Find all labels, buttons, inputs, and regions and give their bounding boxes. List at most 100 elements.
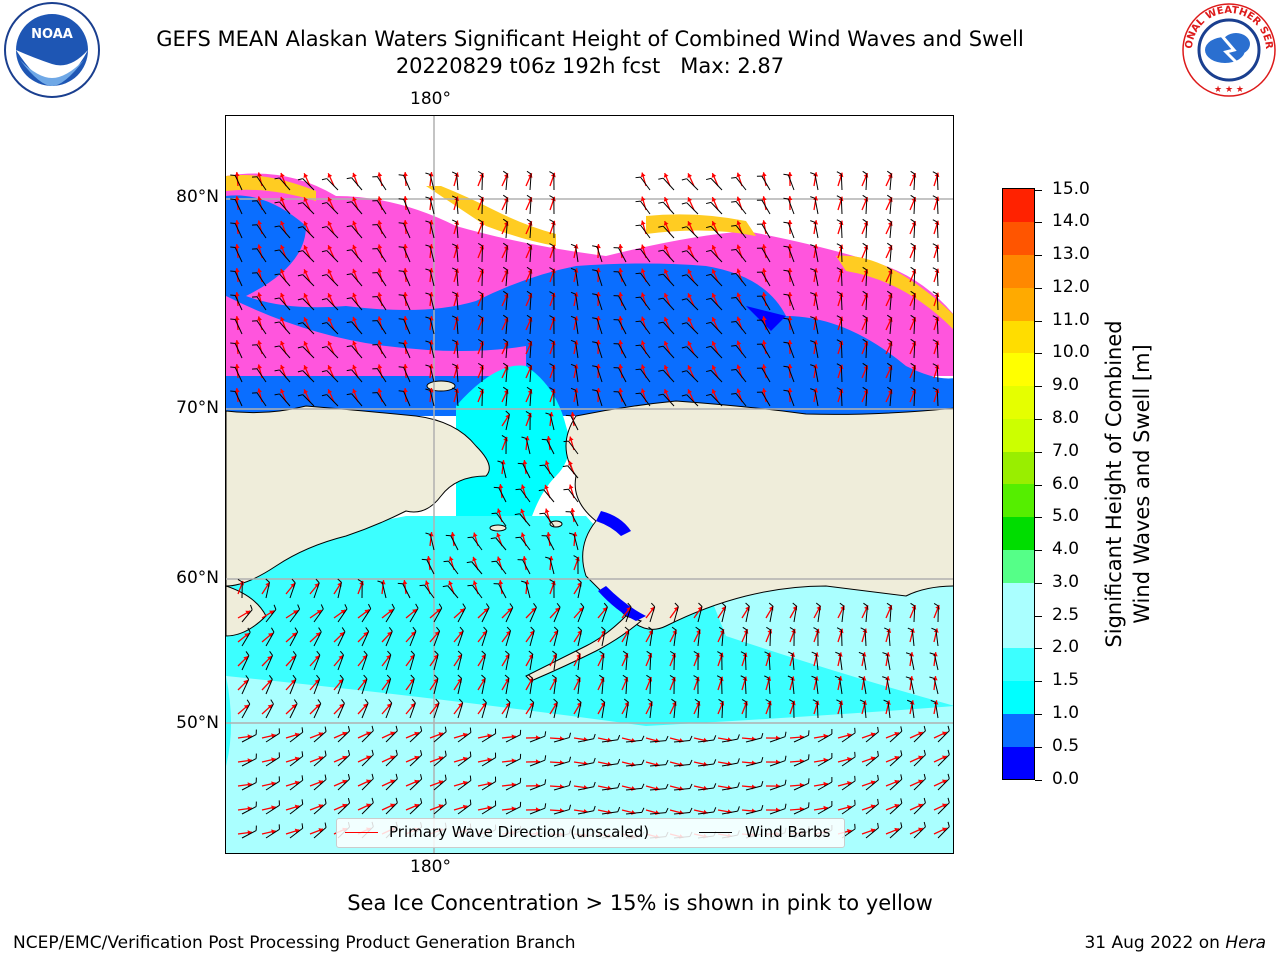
wind-barb	[913, 749, 926, 767]
wind-barb	[501, 435, 507, 455]
wind-barb	[252, 392, 267, 407]
wind-barb	[265, 800, 280, 815]
wind-barb	[836, 219, 843, 239]
wind-barb	[451, 243, 459, 263]
colorbar-segment	[1003, 287, 1034, 321]
wind-barb	[274, 249, 291, 263]
wind-barb	[910, 314, 916, 335]
wind-barb	[887, 290, 892, 311]
wind-barb	[241, 627, 251, 647]
wind-barb	[907, 627, 915, 647]
wind-barb	[481, 674, 486, 695]
colorbar-label-line1: Significant Height of Combined	[1102, 320, 1126, 648]
wind-barb	[793, 754, 810, 767]
wind-barb	[517, 559, 531, 575]
wind-barb	[505, 729, 522, 743]
wind-barb	[337, 604, 348, 623]
wind-barb	[887, 170, 892, 191]
wind-barb	[793, 778, 810, 791]
wind-barb	[592, 293, 603, 311]
wave-arrow	[813, 244, 819, 259]
wind-barb	[457, 674, 463, 695]
wind-barb	[321, 274, 339, 287]
colorbar-segment	[1003, 385, 1034, 419]
wind-barb	[635, 200, 651, 215]
wind-barb	[526, 266, 532, 287]
wind-barb	[265, 699, 274, 719]
wave-arrow	[477, 757, 492, 763]
wave-arrow	[837, 805, 852, 811]
wind-barb	[372, 320, 387, 335]
wind-barb	[551, 674, 557, 695]
colorbar-segment	[1003, 680, 1034, 714]
wave-arrow	[909, 731, 924, 739]
wind-barb	[613, 391, 627, 407]
wind-barb	[230, 246, 243, 263]
wind-barb	[745, 781, 764, 791]
wind-barb	[289, 727, 304, 743]
wind-barb	[433, 626, 441, 647]
colorbar-tick-label: 14.0	[1052, 211, 1090, 232]
wave-arrow	[450, 532, 456, 547]
wind-barb	[241, 675, 250, 695]
wind-barb	[313, 750, 327, 767]
wind-barb	[477, 338, 483, 359]
wind-barb	[252, 248, 267, 263]
wind-barb	[756, 271, 771, 287]
colorbar-segment	[1003, 320, 1034, 354]
wave-arrow	[309, 732, 324, 739]
wave-arrow	[885, 755, 900, 763]
wind-barb	[745, 757, 764, 767]
wave-arrow	[261, 781, 276, 787]
wind-barb	[230, 222, 243, 239]
colorbar-tick	[1035, 484, 1042, 486]
wave-arrow	[237, 782, 252, 788]
wind-barb	[836, 267, 843, 287]
wind-barb	[526, 338, 532, 359]
wind-barb	[836, 627, 843, 647]
wind-barb	[545, 556, 555, 575]
wind-barb	[673, 735, 693, 743]
wave-arrow	[327, 388, 335, 403]
wind-barb	[346, 297, 363, 311]
wave-arrow	[711, 316, 719, 331]
wind-barb	[451, 291, 459, 311]
wave-arrow	[933, 755, 947, 763]
wind-barb	[931, 627, 939, 647]
wind-barb	[625, 783, 645, 791]
wave-arrow	[933, 172, 940, 187]
wind-barb	[409, 726, 423, 743]
wind-barb	[681, 202, 699, 215]
wind-barb	[337, 773, 351, 791]
wave-arrow	[477, 172, 485, 187]
wind-barb	[361, 627, 370, 647]
wave-arrow	[813, 733, 828, 739]
wave-arrow	[428, 196, 434, 211]
wind-barb	[541, 535, 555, 551]
wind-barb	[836, 699, 843, 719]
wind-barb	[409, 750, 423, 767]
wind-barb	[529, 731, 547, 743]
wind-barb	[337, 749, 351, 767]
colorbar-tick	[1035, 418, 1042, 420]
wave-arrow	[663, 340, 671, 355]
wind-barb	[313, 578, 320, 599]
wind-barb	[230, 294, 243, 311]
wave-arrow	[477, 805, 492, 811]
wave-arrow	[381, 779, 395, 787]
wave-arrow	[429, 756, 444, 763]
wave-arrow	[381, 755, 395, 763]
wind-barb	[693, 651, 699, 671]
wind-barb	[649, 759, 669, 767]
wind-barb	[913, 725, 926, 743]
wave-arrow	[909, 755, 924, 763]
wind-barb	[910, 386, 916, 407]
wind-barb	[549, 363, 555, 383]
wind-barb	[592, 341, 603, 359]
wind-barb	[592, 317, 603, 335]
wave-arrow	[885, 779, 900, 787]
footer-machine: Hera	[1225, 933, 1266, 953]
wind-barb	[553, 602, 561, 623]
colorbar-segment	[1003, 516, 1034, 551]
wind-barb	[321, 202, 339, 215]
